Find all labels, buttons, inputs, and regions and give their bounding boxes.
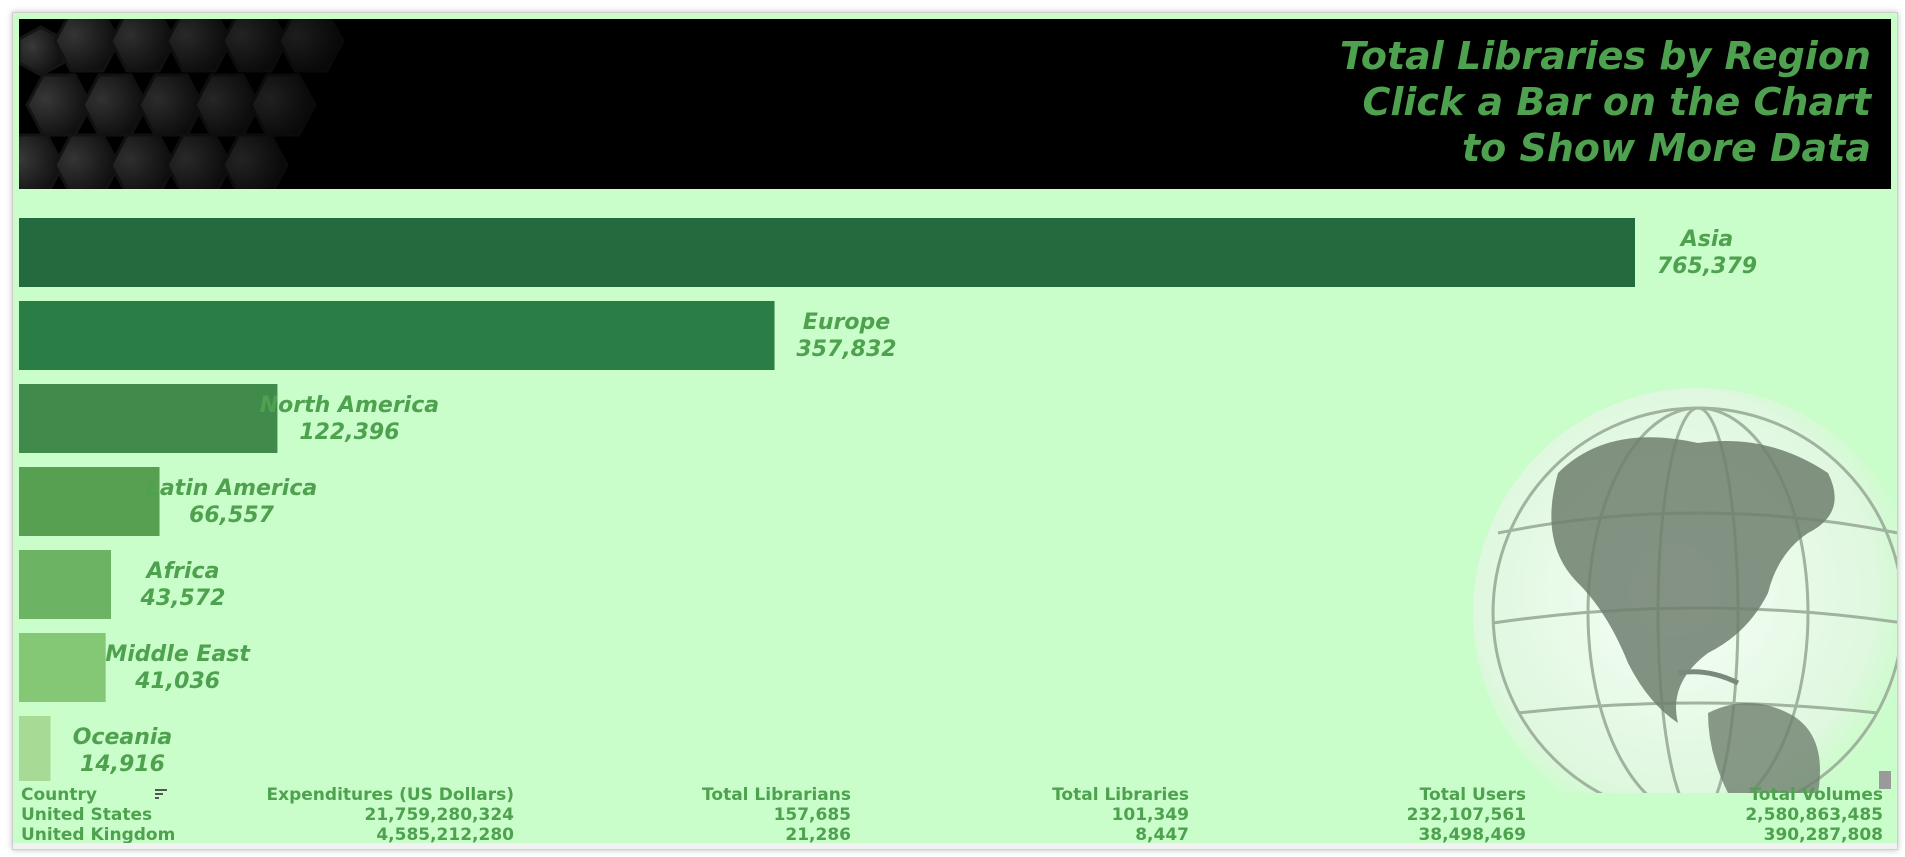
table-row[interactable]: United States 21,759,280,324 157,685 101… <box>13 805 1897 825</box>
bar-category-label: Asia <box>1679 227 1734 252</box>
footer-toolbar <box>13 843 1897 849</box>
bar-value-label: 41,036 <box>134 669 220 694</box>
bar-value-label: 122,396 <box>299 420 399 445</box>
cell-total-libraries: 101,349 <box>1111 805 1189 825</box>
bar-africa[interactable] <box>19 550 111 619</box>
sort-icon[interactable] <box>155 789 167 799</box>
cell-total-volumes: 390,287,808 <box>1763 825 1883 843</box>
bar-category-label: Middle East <box>105 642 251 667</box>
bar-category-label: North America <box>260 393 439 418</box>
bar-oceania[interactable] <box>19 716 51 781</box>
cell-country: United States <box>21 805 153 825</box>
bar-value-label: 43,572 <box>140 586 226 611</box>
column-header-country[interactable]: Country <box>21 785 97 805</box>
page-title: Total Libraries by Region Click a Bar on… <box>1340 33 1871 171</box>
bar-latin-america[interactable] <box>19 467 160 536</box>
bar-category-label: Europe <box>803 310 890 335</box>
bar-category-label: Africa <box>145 559 220 584</box>
bar-north-america[interactable] <box>19 384 278 453</box>
cell-total-volumes: 2,580,863,485 <box>1745 805 1883 825</box>
column-header-total-librarians[interactable]: Total Librarians <box>702 785 851 805</box>
hexagon-pattern-icon <box>19 19 579 189</box>
bar-asia[interactable] <box>19 218 1635 287</box>
column-header-expenditures[interactable]: Expenditures (US Dollars) <box>266 785 514 805</box>
table-row[interactable]: United Kingdom 4,585,212,280 21,286 8,44… <box>13 825 1897 843</box>
cell-total-libraries: 8,447 <box>1135 825 1189 843</box>
bar-category-label: Oceania <box>73 725 173 750</box>
table-scrollbar[interactable] <box>1879 771 1891 789</box>
bar-value-label: 765,379 <box>1657 254 1757 279</box>
bar-value-label: 357,832 <box>796 337 896 362</box>
table-header-row: Country Expenditures (US Dollars) Total … <box>13 785 1897 805</box>
bar-category-label: Latin America <box>146 476 317 501</box>
bar-europe[interactable] <box>19 301 775 370</box>
title-line-2: Click a Bar on the Chart <box>1362 80 1871 124</box>
cell-total-users: 38,498,469 <box>1418 825 1526 843</box>
bar-value-label: 66,557 <box>189 503 275 528</box>
column-header-total-users[interactable]: Total Users <box>1419 785 1526 805</box>
bar-value-label: 14,916 <box>80 752 165 777</box>
cell-expenditures: 4,585,212,280 <box>376 825 514 843</box>
dashboard-frame: Total Libraries by Region Click a Bar on… <box>12 12 1898 850</box>
title-line-3: to Show More Data <box>1461 126 1871 170</box>
column-header-total-volumes[interactable]: Total Volumes <box>1749 785 1883 805</box>
cell-total-librarians: 21,286 <box>785 825 851 843</box>
globe-image <box>1473 388 1897 793</box>
cell-total-users: 232,107,561 <box>1406 805 1526 825</box>
cell-expenditures: 21,759,280,324 <box>364 805 515 825</box>
cell-total-librarians: 157,685 <box>773 805 851 825</box>
title-line-1: Total Libraries by Region <box>1339 34 1871 78</box>
cell-country: United Kingdom <box>21 825 176 843</box>
header-banner: Total Libraries by Region Click a Bar on… <box>19 19 1891 189</box>
bar-middle-east[interactable] <box>19 633 106 702</box>
data-table: Country Expenditures (US Dollars) Total … <box>13 781 1897 843</box>
column-header-total-libraries[interactable]: Total Libraries <box>1052 785 1189 805</box>
